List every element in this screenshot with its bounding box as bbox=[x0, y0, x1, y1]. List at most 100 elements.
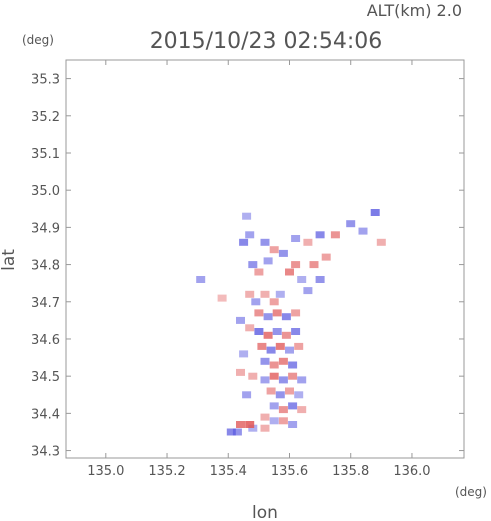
y-unit-label: (deg) bbox=[22, 33, 54, 47]
x-tick-label: 135.6 bbox=[271, 464, 308, 479]
heatmap-cell bbox=[285, 387, 294, 395]
heatmap-cell bbox=[272, 328, 282, 335]
heatmap-cell bbox=[196, 276, 206, 283]
altitude-label: ALT(km) 2.0 bbox=[367, 1, 462, 20]
heatmap-cell bbox=[281, 331, 291, 339]
heatmap-cell bbox=[245, 231, 255, 239]
y-tick-label: 34.4 bbox=[31, 407, 60, 422]
heatmap-cell bbox=[236, 316, 245, 324]
x-unit-label: (deg) bbox=[455, 485, 487, 499]
heatmap-cell bbox=[278, 249, 288, 257]
heatmap-cell bbox=[260, 238, 270, 246]
heatmap-cell bbox=[275, 391, 285, 399]
y-tick-label: 34.8 bbox=[31, 259, 60, 274]
heatmap-cell bbox=[315, 231, 325, 239]
heatmap-cell bbox=[294, 391, 304, 399]
y-tick-label: 35.1 bbox=[31, 147, 60, 162]
heatmap-cell bbox=[260, 424, 270, 432]
y-tick-label: 35.3 bbox=[31, 73, 60, 88]
heatmap-cell bbox=[278, 417, 288, 425]
heatmap-cell bbox=[239, 238, 249, 246]
heatmap-cell bbox=[245, 421, 255, 428]
heatmap-cell bbox=[260, 413, 270, 421]
chart-title: 2015/10/23 02:54:06 bbox=[150, 29, 383, 54]
heatmap-cell bbox=[376, 238, 386, 246]
y-tick-label: 34.5 bbox=[31, 370, 60, 385]
heatmap-cell bbox=[245, 324, 255, 332]
x-tick-label: 135.4 bbox=[210, 464, 247, 479]
heatmap-cell bbox=[266, 346, 276, 354]
heatmap-cell bbox=[242, 391, 252, 399]
heatmap-cell bbox=[346, 220, 356, 228]
heatmap-cell bbox=[251, 298, 261, 306]
heatmap-cell bbox=[291, 309, 301, 317]
heatmap-cell bbox=[297, 376, 307, 384]
heatmap-cell bbox=[254, 309, 264, 317]
heatmap-cell bbox=[236, 368, 245, 376]
heatmap-cell bbox=[245, 290, 255, 298]
y-axis-label: lat bbox=[0, 249, 19, 271]
heatmap-cell bbox=[275, 290, 285, 298]
heatmap-cell bbox=[297, 406, 307, 414]
heatmap-cell bbox=[217, 294, 227, 302]
heatmap-cell bbox=[275, 342, 285, 350]
heatmap-cell bbox=[260, 376, 270, 384]
heatmap-cell bbox=[281, 313, 291, 321]
heatmap-cell bbox=[288, 421, 298, 428]
y-tick-label: 34.3 bbox=[31, 445, 60, 460]
heatmap-cell bbox=[260, 357, 270, 365]
heatmap-cell bbox=[242, 212, 252, 220]
heatmap-cell bbox=[226, 428, 236, 436]
heatmap-cell bbox=[269, 372, 279, 380]
heatmap-cell bbox=[297, 276, 307, 283]
heatmap-cell bbox=[291, 261, 301, 269]
heatmap-cell bbox=[257, 342, 267, 350]
heatmap-cell bbox=[370, 209, 380, 216]
y-tick-label: 34.6 bbox=[31, 333, 60, 348]
y-tick-label: 34.9 bbox=[31, 221, 60, 236]
heatmap-cell bbox=[232, 428, 242, 436]
heatmap-cell bbox=[269, 402, 279, 410]
y-axis: 34.3 34.4 34.5 34.6 34.7 34.8 34.9 35.0 35.1 35.2… bbox=[31, 73, 464, 460]
heatmap-cell bbox=[303, 287, 313, 295]
heatmap-cell bbox=[263, 331, 273, 339]
heatmap-cell bbox=[248, 372, 258, 380]
heatmap-cell bbox=[285, 268, 294, 276]
x-axis-label: lon bbox=[252, 503, 278, 521]
x-axis: 135.0 135.2 135.4 135.6 135.8 136.0 bbox=[87, 60, 431, 479]
heatmap-cell bbox=[288, 361, 298, 369]
heatmap-cell bbox=[263, 313, 273, 321]
heatmap-cell bbox=[272, 309, 282, 317]
heatmap-cell bbox=[278, 357, 288, 365]
heatmap-cell bbox=[330, 231, 340, 239]
heatmap-cell bbox=[269, 298, 279, 306]
heatmap-cell bbox=[288, 372, 298, 380]
heatmap-cell bbox=[278, 376, 288, 384]
heatmap-cell bbox=[321, 253, 331, 261]
heatmap-cells bbox=[196, 209, 386, 436]
heatmap-cell bbox=[288, 402, 298, 410]
plot-frame bbox=[65, 59, 465, 459]
heatmap-cell bbox=[248, 424, 258, 432]
x-tick-label: 135.0 bbox=[87, 464, 124, 479]
heatmap-cell bbox=[236, 421, 245, 428]
heatmap-cell bbox=[294, 342, 304, 350]
y-tick-label: 34.7 bbox=[31, 296, 60, 311]
heatmap-cell bbox=[254, 268, 264, 276]
heatmap-cell bbox=[269, 361, 279, 369]
heatmap-cell bbox=[254, 328, 264, 335]
heatmap-cell bbox=[269, 246, 279, 254]
heatmap-cell bbox=[285, 346, 294, 354]
heatmap-cell bbox=[248, 261, 258, 269]
heatmap-cell bbox=[315, 276, 325, 283]
heatmap-cell bbox=[239, 350, 249, 358]
x-tick-label: 135.8 bbox=[332, 464, 369, 479]
heatmap-cell bbox=[260, 290, 270, 298]
heatmap-cell bbox=[303, 238, 313, 246]
heatmap-cell bbox=[358, 227, 368, 235]
heatmap-cell bbox=[269, 417, 279, 425]
y-tick-label: 35.0 bbox=[31, 184, 60, 199]
heatmap-cell bbox=[278, 406, 288, 414]
y-tick-label: 35.2 bbox=[31, 110, 60, 125]
